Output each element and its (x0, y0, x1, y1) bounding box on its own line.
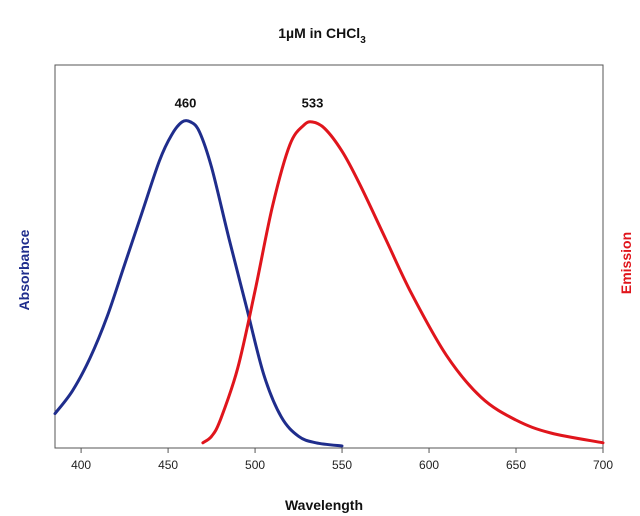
x-axis-ticks: 400 450 500 550 600 650 700 (71, 448, 613, 472)
y-axis-label-left: Absorbance (16, 229, 32, 310)
chart-title: 1µM in CHCl3 (278, 25, 366, 46)
series-layer (53, 119, 605, 448)
emission-curve (201, 120, 605, 445)
x-tick-label: 650 (506, 458, 526, 472)
x-tick-label: 700 (593, 458, 613, 472)
absorbance-curve (53, 119, 344, 448)
peak-label: 533 (302, 95, 324, 110)
chart-title-main: 1µM in CHCl (278, 25, 360, 41)
x-tick-label: 500 (245, 458, 265, 472)
x-tick-label: 400 (71, 458, 91, 472)
x-axis-label: Wavelength (285, 497, 363, 513)
x-tick-label: 450 (158, 458, 178, 472)
x-tick-label: 600 (419, 458, 439, 472)
peak-label: 460 (175, 95, 197, 110)
chart-title-subscript: 3 (360, 35, 366, 46)
x-tick-label: 550 (332, 458, 352, 472)
plot-area (54, 64, 604, 449)
y-axis-label-right: Emission (618, 232, 634, 294)
annotation-layer: 460 533 (175, 95, 324, 110)
